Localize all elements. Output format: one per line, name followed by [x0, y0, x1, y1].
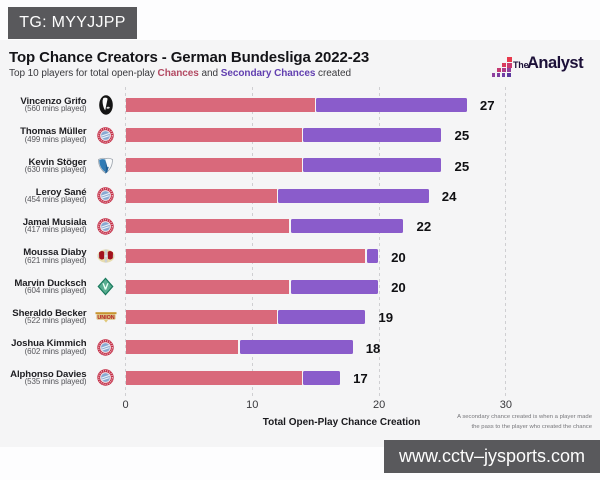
svg-text:UNION: UNION — [97, 315, 114, 321]
